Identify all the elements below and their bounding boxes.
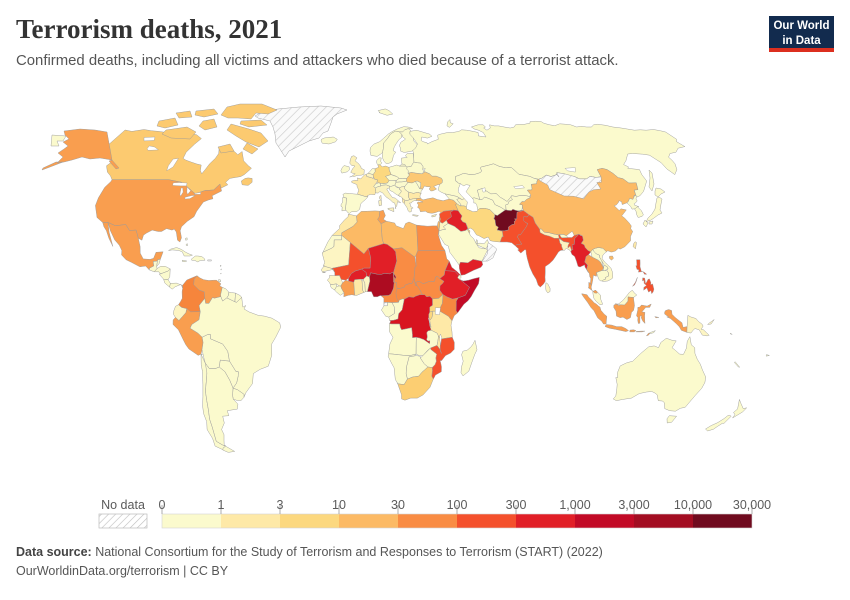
svg-text:1,000: 1,000 <box>559 498 590 512</box>
svg-text:300: 300 <box>506 498 527 512</box>
svg-text:1: 1 <box>218 498 225 512</box>
svg-text:3: 3 <box>277 498 284 512</box>
svg-text:10: 10 <box>332 498 346 512</box>
svg-text:No data: No data <box>101 498 145 512</box>
svg-text:30: 30 <box>391 498 405 512</box>
svg-text:3,000: 3,000 <box>618 498 649 512</box>
svg-text:30,000: 30,000 <box>733 498 771 512</box>
svg-text:0: 0 <box>159 498 166 512</box>
svg-text:100: 100 <box>447 498 468 512</box>
svg-text:10,000: 10,000 <box>674 498 712 512</box>
